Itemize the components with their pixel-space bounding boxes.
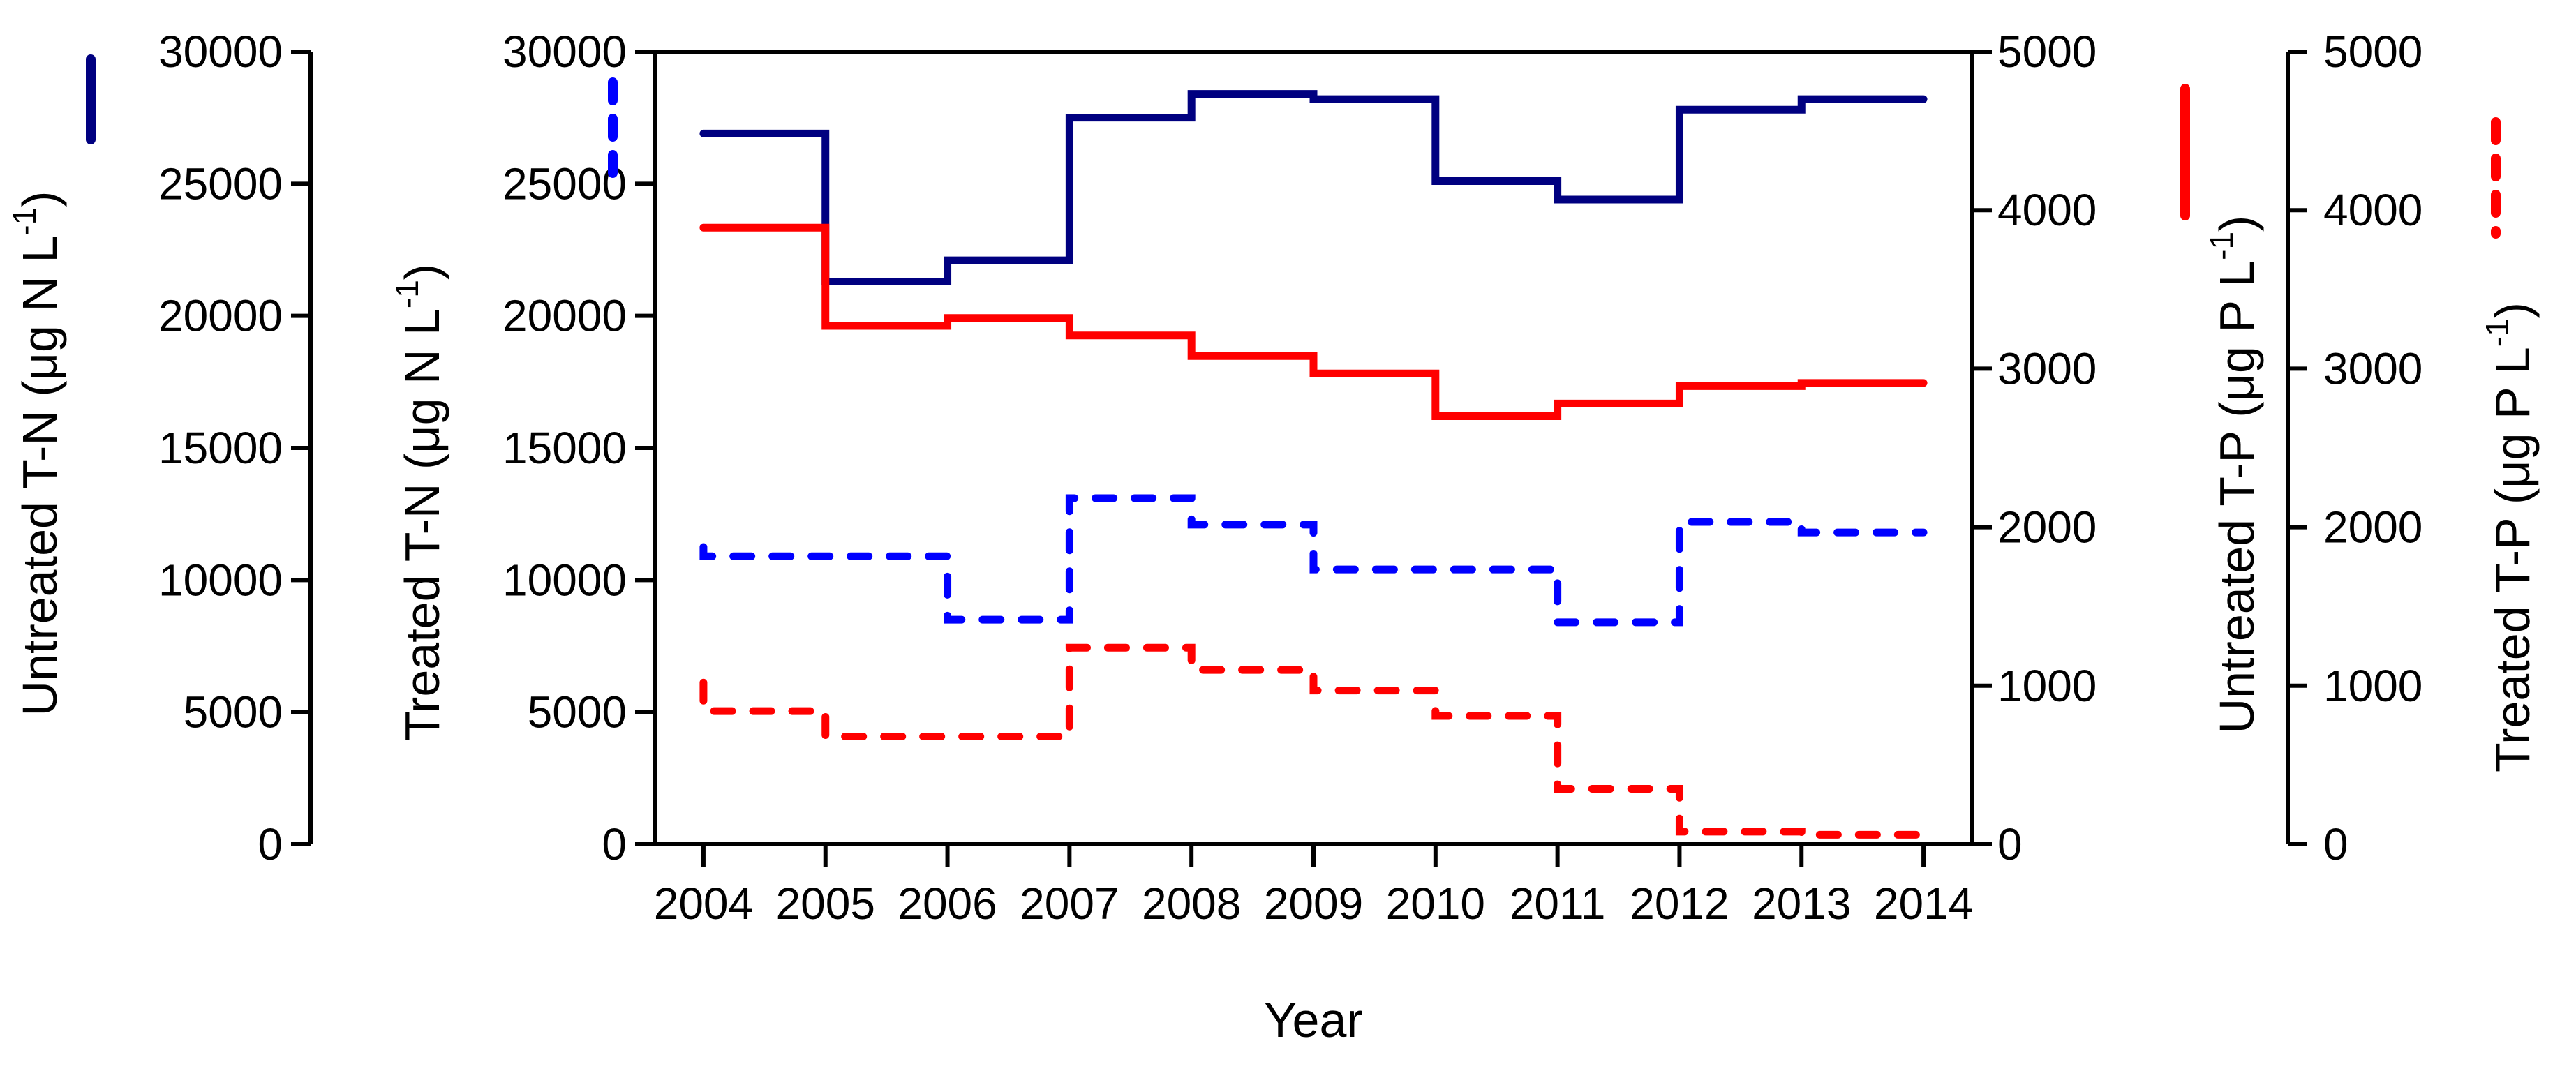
tick-label-treated_tp: 4000 [2323, 185, 2422, 235]
tick-label-treated_tp: 0 [2323, 819, 2348, 869]
tick-label-x: 2011 [1510, 878, 1606, 929]
plot-box [653, 50, 1974, 846]
tick-label-untreated_tn: 10000 [158, 555, 283, 605]
tick-label-treated_tp: 2000 [2323, 502, 2422, 553]
tick-label-untreated_tn: 0 [258, 819, 283, 869]
series-treated_tp [699, 643, 1928, 839]
tick-label-treated_tn: 30000 [502, 27, 627, 77]
tick-label-untreated_tp: 4000 [1997, 185, 2097, 235]
tick-label-treated_tn: 0 [602, 819, 627, 869]
tick-label-x: 2014 [1874, 878, 1973, 929]
tick-label-x: 2009 [1264, 878, 1363, 929]
tick-label-x: 2013 [1752, 878, 1851, 929]
tick-label-treated_tn: 5000 [528, 687, 627, 738]
tick-label-x: 2012 [1630, 878, 1729, 929]
axis-title-treated_tp: Treated T-P (μg P L-1) [2479, 302, 2540, 772]
x-axis-title: Year [1264, 993, 1362, 1047]
tick-label-treated_tn: 10000 [502, 555, 627, 605]
tick-label-untreated_tp: 0 [1997, 819, 2023, 869]
tick-label-untreated_tn: 30000 [158, 27, 283, 77]
tick-label-treated_tn: 25000 [502, 158, 627, 209]
tick-label-treated_tp: 3000 [2323, 343, 2422, 394]
tick-label-untreated_tp: 2000 [1997, 502, 2097, 553]
tick-label-treated_tp: 5000 [2323, 27, 2422, 77]
axis-title-untreated_tn: Untreated T-N (μg N L-1) [6, 191, 67, 717]
axis-title-treated_tn: Treated T-N (μg N L-1) [389, 264, 449, 741]
tick-label-untreated_tn: 20000 [158, 291, 283, 341]
tick-label-x: 2008 [1142, 878, 1241, 929]
tick-label-treated_tp: 1000 [2323, 661, 2422, 711]
tick-label-x: 2010 [1386, 878, 1485, 929]
tick-label-x: 2005 [776, 878, 875, 929]
tick-label-x: 2004 [654, 878, 753, 929]
tick-label-treated_tn: 15000 [502, 423, 627, 473]
tick-label-x: 2007 [1020, 878, 1119, 929]
series-treated_tn [699, 494, 1928, 627]
tick-label-untreated_tp: 1000 [1997, 661, 2097, 711]
series-untreated_tp [699, 223, 1928, 421]
tick-label-untreated_tn: 15000 [158, 423, 283, 473]
series-untreated_tn [699, 90, 1928, 285]
tick-label-treated_tn: 20000 [502, 291, 627, 341]
tick-label-untreated_tp: 5000 [1997, 27, 2097, 77]
tick-label-untreated_tp: 3000 [1997, 343, 2097, 394]
tick-label-untreated_tn: 5000 [184, 687, 283, 738]
axis-title-untreated_tp: Untreated T-P (μg P L-1) [2203, 216, 2264, 734]
tick-label-x: 2006 [898, 878, 997, 929]
tick-label-untreated_tn: 25000 [158, 158, 283, 209]
